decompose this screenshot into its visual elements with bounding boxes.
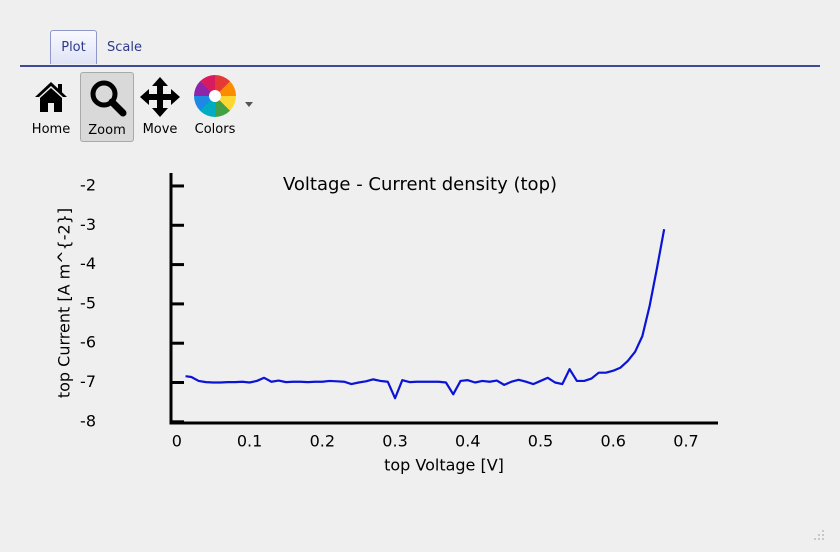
- home-icon: [35, 82, 67, 112]
- colors-icon: [194, 75, 236, 117]
- move-button[interactable]: Move: [136, 72, 184, 142]
- x-tick-label: 0.7: [673, 432, 698, 451]
- tab-rule: [20, 65, 820, 67]
- y-tick-label: -8: [80, 411, 96, 430]
- y-tick-label: -4: [80, 254, 96, 273]
- button-label: Move: [142, 122, 178, 137]
- tab[interactable]: Plot: [50, 30, 97, 64]
- x-tick-label: 0.6: [601, 432, 626, 451]
- button-label: Zoom: [88, 123, 126, 138]
- data-line: [185, 229, 666, 400]
- x-tick-label: 0: [172, 432, 182, 451]
- resize-grip[interactable]: [812, 528, 826, 542]
- x-tick-label: 0.2: [310, 432, 335, 451]
- x-tick-label: 0.5: [528, 432, 553, 451]
- zoom-icon: [90, 80, 127, 117]
- tab[interactable]: Scale: [107, 39, 142, 55]
- y-tick-label: -7: [80, 372, 96, 391]
- x-tick-label: 0.1: [237, 432, 262, 451]
- x-tick-label: 0.4: [455, 432, 480, 451]
- colors-button[interactable]: Colors: [189, 72, 241, 142]
- x-axis-label: top Voltage [V]: [384, 456, 504, 475]
- y-axis-label: top Current [A m^{-2}]: [55, 208, 74, 398]
- y-tick-label: -6: [80, 333, 96, 352]
- zoom-button[interactable]: Zoom: [80, 72, 134, 142]
- x-tick-label: 0.3: [382, 432, 407, 451]
- chart-title: Voltage - Current density (top): [283, 174, 557, 195]
- y-tick-label: -2: [80, 175, 96, 194]
- button-label: Home: [31, 122, 71, 137]
- move-icon: [140, 77, 180, 117]
- dropdown-arrow[interactable]: [245, 102, 253, 108]
- y-tick-label: -3: [80, 215, 96, 234]
- home-button[interactable]: Home: [26, 72, 76, 142]
- y-tick-label: -5: [80, 293, 96, 312]
- button-label: Colors: [194, 122, 236, 137]
